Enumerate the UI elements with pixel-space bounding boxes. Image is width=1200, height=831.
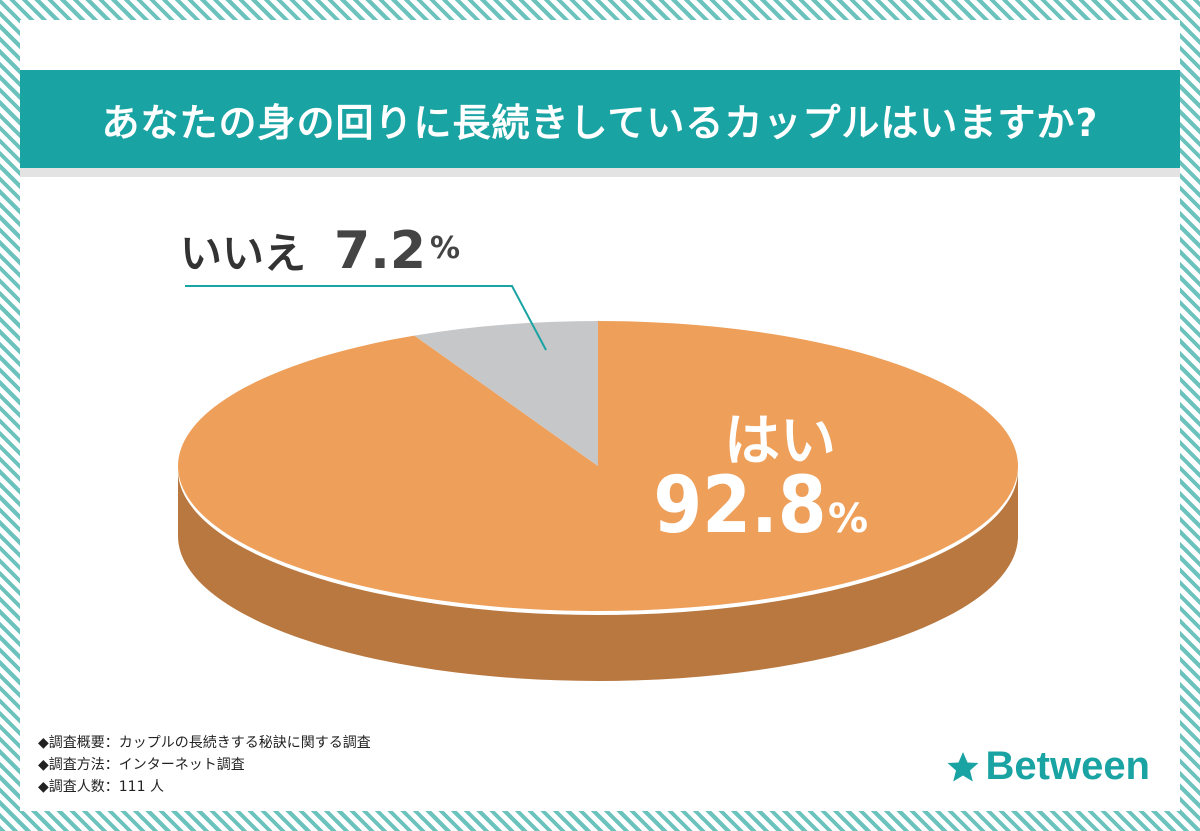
pie-slice-yes bbox=[178, 321, 1019, 612]
survey-note-summary: ◆調査概要：カップルの長続きする秘訣に関する調査 bbox=[38, 735, 371, 751]
slice-value-yes: 92.8 bbox=[653, 461, 826, 551]
slice-unit-no: % bbox=[430, 231, 460, 266]
callout-leader-line bbox=[185, 285, 547, 351]
star-icon bbox=[947, 751, 978, 781]
chart-card: あなたの身の回りに長続きしているカップルはいますか? はい 92.8% いいえ 7.2… bbox=[20, 20, 1180, 811]
page-title: あなたの身の回りに長続きしているカップルはいますか? bbox=[101, 100, 1099, 145]
slice-label-yes: はい bbox=[724, 409, 836, 474]
slice-unit-yes: % bbox=[828, 496, 868, 542]
survey-notes: ◆調査概要：カップルの長続きする秘訣に関する調査 ◆調査方法：インターネット調査… bbox=[38, 732, 371, 798]
survey-note-count: ◆調査人数：111 人 bbox=[38, 779, 164, 795]
slice-label-no: いいえ bbox=[180, 229, 306, 278]
brand-logo: Between bbox=[946, 744, 1151, 789]
pie-slice-no bbox=[414, 321, 598, 466]
brand-name: Between bbox=[985, 744, 1151, 788]
slice-value-no: 7.2 bbox=[334, 221, 426, 281]
pie-side bbox=[178, 466, 1018, 681]
title-bar: あなたの身の回りに長続きしているカップルはいますか? bbox=[20, 70, 1180, 177]
survey-note-method: ◆調査方法：インターネット調査 bbox=[38, 757, 245, 773]
